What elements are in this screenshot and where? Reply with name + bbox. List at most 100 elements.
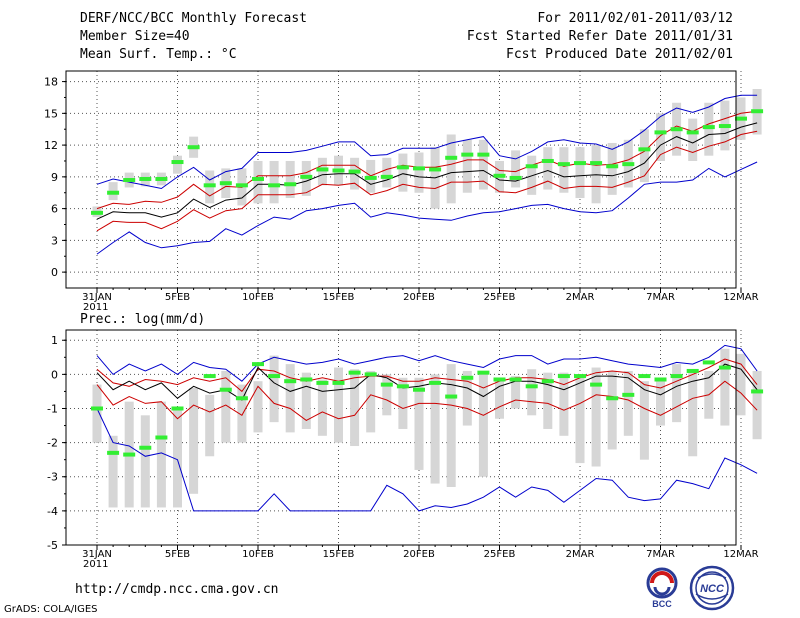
- temperature-observation-mark: [364, 175, 377, 180]
- precipitation-ensemble-box: [350, 369, 360, 447]
- precipitation-observation-mark: [348, 370, 361, 375]
- precipitation-observation-mark: [429, 380, 442, 385]
- precipitation-ensemble-box: [720, 348, 730, 426]
- temperature-observation-mark: [171, 160, 184, 165]
- variable-label-precipitation: Prec.: log(mm/d): [80, 312, 205, 327]
- temperature-observation-mark: [718, 124, 731, 129]
- precipitation-ensemble-box: [301, 372, 311, 429]
- temperature-observation-mark: [332, 168, 345, 173]
- temperature-ensemble-box: [317, 157, 327, 186]
- temperature-ensemble-box: [462, 139, 472, 193]
- precipitation-xtick-label: 12MAR: [723, 549, 758, 560]
- temperature-observation-mark: [525, 164, 538, 169]
- forecast-period-label: For 2011/02/01-2011/03/12: [537, 11, 733, 26]
- temperature-xtick-label: 7MAR: [646, 292, 675, 303]
- precipitation-ensemble-box: [575, 376, 585, 464]
- bcc-logo-icon: BCC: [646, 567, 678, 609]
- precipitation-ensemble-box: [140, 415, 150, 508]
- precipitation-observation-mark: [574, 374, 586, 379]
- chart-title: DERF/NCC/BCC Monthly Forecast: [80, 11, 307, 26]
- precipitation-ensemble-box: [623, 370, 633, 436]
- forecast-started-label: Fcst Started Refer Date 2011/01/31: [466, 29, 733, 44]
- temperature-observation-mark: [107, 190, 120, 195]
- temperature-observation-mark: [235, 183, 248, 188]
- precipitation-ensemble-box: [688, 369, 698, 457]
- precipitation-ytick-label: -4: [47, 505, 58, 518]
- temperature-ensemble-box: [446, 134, 456, 204]
- temperature-ytick-label: 12: [44, 139, 58, 152]
- precipitation-ensemble-box: [591, 367, 601, 467]
- precipitation-observation-mark: [284, 379, 297, 384]
- temperature-xtick-label: 15FEB: [323, 292, 355, 303]
- precipitation-ytick-label: 1: [51, 334, 58, 347]
- precipitation-ensemble-box: [639, 381, 649, 460]
- precipitation-ensemble-box: [446, 364, 456, 487]
- precipitation-xtick-label: 15FEB: [323, 549, 355, 560]
- forecast-produced-label: Fcst Produced Date 2011/02/01: [506, 47, 733, 62]
- precipitation-max-line: [96, 344, 758, 382]
- temperature-mean-line: [96, 122, 758, 220]
- precipitation-observation-mark: [139, 445, 152, 450]
- precipitation-observation-mark: [380, 382, 393, 387]
- precipitation-ensemble-box: [237, 384, 247, 443]
- precipitation-lower-line: [96, 380, 758, 421]
- temperature-xtick-label: 2MAR: [566, 292, 595, 303]
- temperature-ytick-label: 18: [44, 76, 58, 89]
- precipitation-ensemble-box: [189, 388, 199, 494]
- precipitation-observation-mark: [670, 374, 683, 379]
- temperature-observation-mark: [219, 181, 232, 186]
- precipitation-ensemble-box: [366, 370, 376, 433]
- precipitation-observation-mark: [171, 406, 184, 411]
- precipitation-ensemble-box: [269, 355, 279, 423]
- temperature-observation-mark: [702, 125, 715, 130]
- precipitation-observation-mark: [252, 362, 264, 367]
- temperature-ytick-label: 3: [51, 234, 58, 247]
- precipitation-ytick-label: -1: [47, 402, 58, 415]
- precipitation-observation-mark: [638, 374, 651, 379]
- temperature-observation-mark: [574, 161, 586, 166]
- precipitation-observation-mark: [525, 384, 538, 389]
- temperature-observation-mark: [477, 152, 490, 157]
- temperature-observation-mark: [638, 147, 651, 152]
- temperature-observation-mark: [139, 176, 152, 181]
- precipitation-observation-mark: [702, 360, 715, 365]
- grads-credit: GrADS: COLA/IGES: [4, 604, 98, 615]
- temperature-observation-mark: [123, 178, 136, 183]
- precipitation-ensemble-box: [285, 364, 295, 433]
- precipitation-observation-mark: [606, 396, 619, 401]
- precipitation-ensemble-box: [511, 376, 521, 409]
- source-url-link[interactable]: http://cmdp.ncc.cma.gov.cn: [75, 582, 279, 597]
- temperature-ensemble-box: [269, 160, 279, 204]
- temperature-ytick-label: 15: [44, 107, 58, 120]
- temperature-max-line: [96, 94, 758, 190]
- precipitation-ensemble-box: [156, 401, 166, 508]
- bcc-logo-text: BCC: [652, 599, 672, 609]
- temperature-ensemble-box: [398, 153, 408, 192]
- precipitation-ytick-label: -2: [47, 437, 58, 450]
- temperature-observation-mark: [509, 175, 522, 180]
- temperature-observation-mark: [461, 152, 474, 157]
- precipitation-observation-mark: [155, 435, 168, 440]
- temperature-lower-line: [96, 130, 758, 232]
- temperature-xtick-label: 20FEB: [403, 292, 435, 303]
- temperature-xtick-label: 25FEB: [484, 292, 516, 303]
- temperature-ensemble-box: [543, 147, 553, 190]
- variable-label-temperature: Mean Surf. Temp.: °C: [80, 47, 237, 62]
- precipitation-observation-mark: [332, 380, 345, 385]
- temperature-observation-mark: [155, 176, 168, 181]
- precipitation-observation-mark: [268, 374, 281, 379]
- precipitation-ensemble-box: [382, 374, 392, 416]
- precipitation-observation-mark: [541, 379, 554, 384]
- temperature-observation-mark: [187, 145, 200, 150]
- temperature-ensemble-box: [704, 102, 714, 156]
- temperature-ensemble-box: [382, 157, 392, 188]
- temperature-xtick-label: 12MAR: [723, 292, 758, 303]
- precipitation-observation-mark: [686, 368, 699, 373]
- precipitation-ensemble-box: [334, 367, 343, 443]
- temperature-observation-mark: [557, 162, 570, 167]
- precipitation-observation-mark: [91, 406, 103, 411]
- temperature-observation-mark: [445, 155, 458, 160]
- temperature-frame: [65, 70, 737, 289]
- precipitation-observation-mark: [219, 387, 232, 392]
- precipitation-observation-mark: [396, 384, 409, 389]
